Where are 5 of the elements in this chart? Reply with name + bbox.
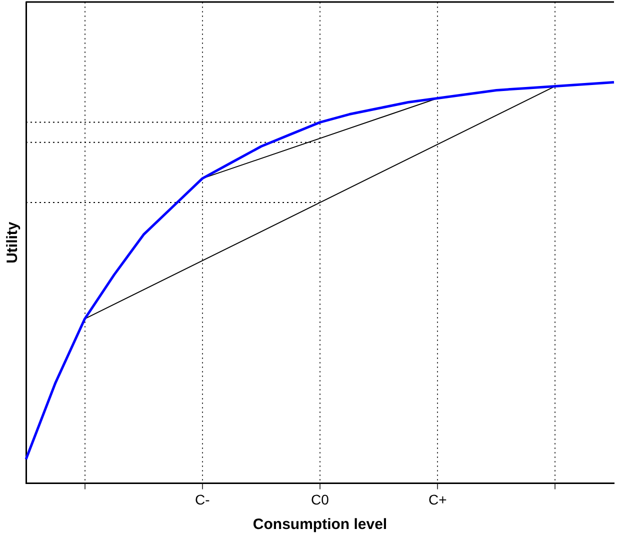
x-tick-label: C- [195,491,210,508]
y-axis-title: Utility [4,221,22,264]
x-tick-label: C0 [311,491,330,508]
x-tick-label: C+ [428,491,447,508]
x-axis-title: Consumption level [252,516,388,534]
